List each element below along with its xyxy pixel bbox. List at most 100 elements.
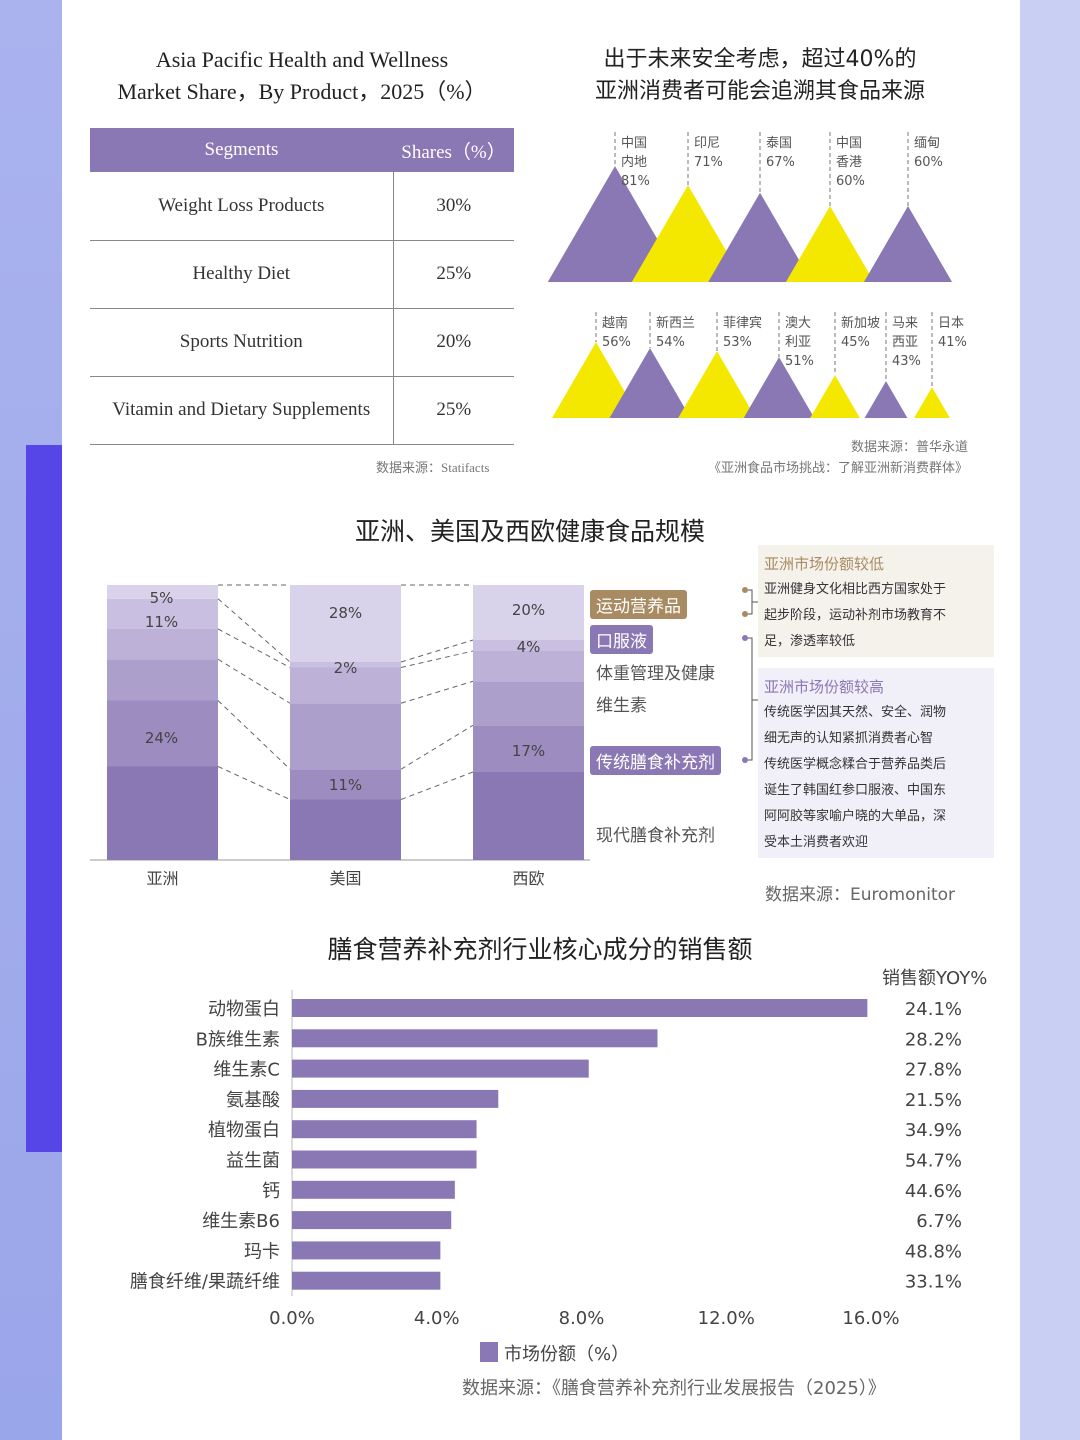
country-label: 缅甸 [914, 136, 940, 151]
yoy-value: 33.1% [905, 1272, 962, 1293]
triangle-title-line1: 出于未来安全考虑，超过40%的 [603, 47, 917, 72]
bar-维生素C [292, 1059, 589, 1078]
category-label: 亚洲 [146, 869, 178, 888]
segment-口服液 [473, 640, 584, 651]
value-label: 71% [694, 155, 723, 170]
connector-line [217, 598, 291, 663]
segment-口服液 [107, 598, 218, 629]
share-cell: 25% [393, 376, 514, 445]
segment-运动营养品 [290, 585, 401, 662]
left-accent-bar [26, 445, 62, 1152]
value-label: 45% [841, 335, 870, 350]
segment-cell: Weight Loss Products [90, 172, 394, 241]
data-label: 2% [334, 659, 358, 677]
country-label: 日本 [938, 316, 964, 331]
share-cell: 30% [393, 172, 514, 241]
header-segments: Segments [90, 128, 393, 172]
triangle-chart-title: 出于未来安全考虑，超过40%的 亚洲消费者可能会追溯其食品来源 [560, 44, 960, 108]
segment-维生素 [290, 703, 401, 770]
category-label: 膳食纤维/果蔬纤维 [130, 1272, 280, 1293]
value-label: 53% [723, 335, 752, 350]
legend-weight-management: 体重管理及健康 [596, 664, 715, 684]
triangle-缅甸 [863, 206, 953, 282]
yoy-value: 21.5% [905, 1090, 962, 1111]
connector-line [217, 700, 291, 770]
segment-传统膳食补充剂 [107, 700, 218, 767]
country-label: 菲律宾 [723, 315, 762, 331]
category-label: 维生素C [213, 1060, 280, 1081]
stacked-bar-chart: 亚洲 美国 西欧 5% 11% 24% 28% 2% 11% 20% 4% 17% [90, 584, 590, 888]
yoy-value: 54.7% [905, 1151, 962, 1172]
note-line: 亚洲健身文化相比西方国家处于 [764, 582, 947, 597]
value-label: 51% [785, 354, 814, 369]
note-high-share: 亚洲市场份额较高 传统医学因其天然、安全、润物 细无声的认知紧抓消费者心智 传统医学… [758, 668, 994, 858]
bar-动物蛋白 [292, 999, 868, 1017]
triangle-source-line1: 数据来源：普华永道 [850, 440, 968, 455]
triangle-菲律宾 [678, 351, 756, 418]
legend-swatch [480, 1342, 498, 1362]
x-tick-label: 8.0% [559, 1308, 605, 1329]
yoy-value: 34.9% [905, 1120, 962, 1141]
bar-膳食纤维/果蔬纤维 [292, 1271, 441, 1290]
segment-体重管理及健康 [290, 667, 401, 704]
bar-chart-title: 膳食营养补充剂行业核心成分的销售额 [327, 935, 753, 964]
value-label: 81% [621, 174, 650, 189]
bar-维生素B6 [292, 1211, 452, 1230]
legend-oral-liquid: 口服液 [590, 625, 653, 654]
table-row: Weight Loss Products 30% [90, 172, 514, 241]
yoy-header: 销售额YOY% [882, 968, 988, 989]
x-tick-label: 0.0% [269, 1308, 315, 1329]
country-label: 香港 [836, 155, 862, 170]
table-source: 数据来源：Statifacts [376, 460, 490, 475]
segment-现代膳食补充剂 [290, 799, 401, 860]
value-label: 41% [938, 335, 967, 350]
data-label: 11% [145, 613, 178, 631]
data-label: 11% [329, 776, 362, 794]
value-label: 60% [914, 155, 943, 170]
connector-line [217, 628, 291, 668]
country-label: 泰国 [766, 136, 792, 151]
segment-维生素 [107, 659, 218, 701]
segment-维生素 [473, 681, 584, 726]
triangle-新西兰 [609, 348, 691, 418]
value-label: 67% [766, 155, 795, 170]
bar-益生菌 [292, 1150, 477, 1169]
note-line: 足，渗透率较低 [764, 634, 856, 649]
table-title-line1: Asia Pacific Health and Wellness [155, 47, 449, 72]
share-cell: 20% [393, 308, 514, 377]
category-label: 植物蛋白 [208, 1120, 280, 1141]
segment-传统膳食补充剂 [473, 725, 584, 772]
data-label: 4% [517, 638, 541, 656]
header-shares: Shares（%） [393, 128, 514, 172]
segment-体重管理及健康 [107, 629, 218, 660]
note-line: 传统医学因其天然、安全、润物 [764, 705, 947, 720]
country-label: 新西兰 [656, 315, 695, 331]
data-label: 24% [145, 729, 178, 747]
note-line: 受本土消费者欢迎 [764, 835, 869, 850]
note-low-share: 亚洲市场份额较低 亚洲健身文化相比西方国家处于 起步阶段，运动补剂市场教育不 足，渗… [758, 545, 994, 657]
triangle-马来西亚 [864, 381, 908, 418]
country-label: 西亚 [892, 335, 918, 350]
legend-vitamin: 维生素 [596, 696, 647, 716]
triangle-中国香港 [785, 206, 875, 282]
triangle-泰国 [708, 192, 812, 282]
bar-chart-source: 数据来源：《膳食营养补充剂行业发展报告（2025）》 [462, 1378, 886, 1399]
connector-line [400, 680, 474, 704]
table-row: Sports Nutrition 20% [90, 308, 514, 377]
segment-现代膳食补充剂 [107, 766, 218, 860]
category-label: 美国 [329, 869, 361, 888]
yoy-value: 48.8% [905, 1241, 962, 1262]
value-label: 60% [836, 174, 865, 189]
country-label: 印尼 [694, 136, 720, 151]
note-low-title: 亚洲市场份额较低 [764, 555, 885, 573]
triangle-source-line2: 《亚洲食品市场挑战：了解亚洲新消费群体》 [707, 461, 968, 476]
right-decor [1020, 0, 1080, 1440]
category-label: 氨基酸 [226, 1090, 280, 1111]
country-label: 中国 [621, 136, 647, 151]
triangle-澳大利亚 [743, 357, 815, 418]
category-label: 钙 [262, 1181, 280, 1202]
segments-table: Segments Shares（%） Weight Loss Products 30… [90, 128, 514, 445]
x-tick-label: 16.0% [842, 1308, 899, 1329]
